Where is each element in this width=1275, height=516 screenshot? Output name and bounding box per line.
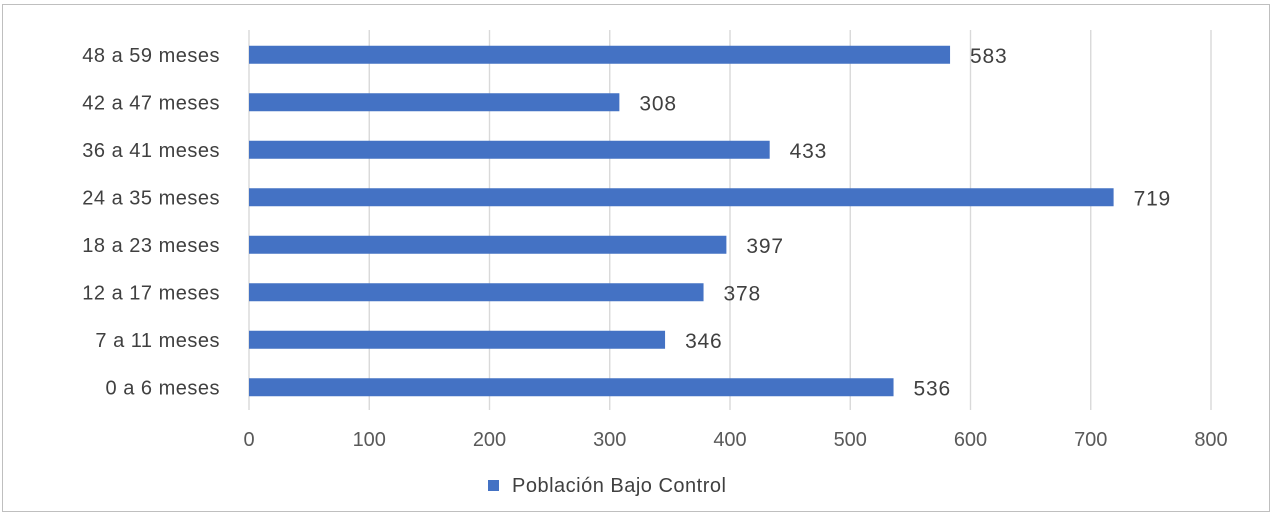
data-label: 346: [685, 330, 722, 353]
x-tick-label: 600: [954, 429, 987, 451]
data-label: 719: [1134, 187, 1171, 210]
x-tick-label: 300: [593, 429, 626, 451]
legend-swatch: [488, 480, 499, 491]
bar: [249, 93, 620, 112]
legend: Población Bajo Control: [488, 475, 726, 497]
bar: [249, 235, 727, 254]
category-label: 48 a 59 meses: [82, 45, 220, 67]
bar: [249, 45, 951, 64]
category-label: 24 a 35 meses: [82, 187, 220, 209]
data-label: 378: [724, 282, 761, 305]
category-label: 12 a 17 meses: [82, 282, 220, 304]
bar: [249, 283, 704, 302]
category-label: 0 a 6 meses: [106, 377, 220, 399]
x-tick-label: 700: [1074, 429, 1107, 451]
x-tick-label: 200: [473, 429, 506, 451]
category-label: 18 a 23 meses: [82, 235, 220, 257]
category-label: 42 a 47 meses: [82, 92, 220, 114]
x-tick-label: 100: [353, 429, 386, 451]
x-tick-label: 400: [713, 429, 746, 451]
bar: [249, 330, 666, 349]
category-labels: 0 a 6 meses 7 a 11 meses 12 a 17 meses 18 a…: [82, 45, 220, 400]
bars: [249, 45, 1114, 397]
bar: [249, 378, 894, 397]
bar: [249, 140, 770, 159]
data-label: 536: [914, 377, 951, 400]
x-tick-label: 0: [243, 429, 254, 451]
gridlines: [248, 30, 1212, 410]
legend-label: Población Bajo Control: [512, 475, 726, 497]
data-label: 583: [970, 45, 1007, 68]
data-label: 433: [790, 140, 827, 163]
bar: [249, 188, 1114, 207]
category-label: 7 a 11 meses: [95, 330, 220, 352]
category-label: 36 a 41 meses: [82, 140, 220, 162]
x-axis-tick-labels: 0 100 200 300 400 500 600 700 800: [243, 429, 1227, 451]
chart-frame: [2, 4, 1270, 512]
data-label: 397: [746, 235, 783, 258]
x-tick-label: 800: [1194, 429, 1227, 451]
x-tick-label: 500: [834, 429, 867, 451]
data-labels: 536 346 378 397 719 433 308 583: [639, 45, 1171, 401]
data-label: 308: [639, 92, 676, 115]
